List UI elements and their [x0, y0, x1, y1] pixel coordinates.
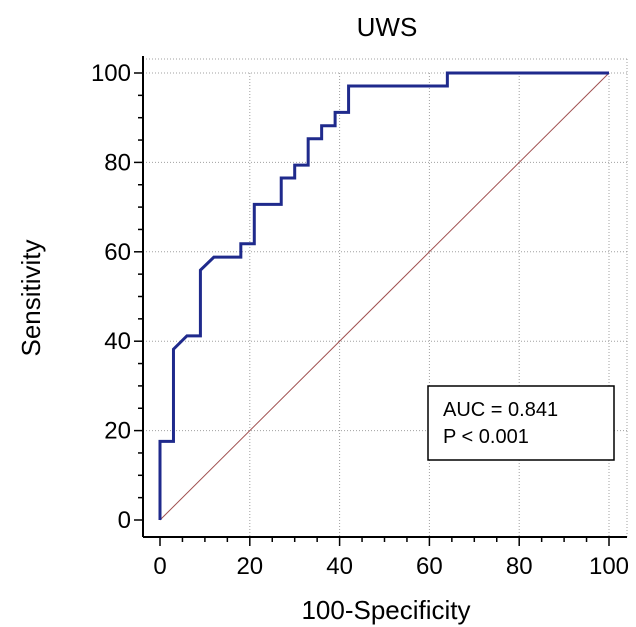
x-tick-label: 80 [506, 553, 533, 580]
p-value-label: P < 0.001 [443, 426, 529, 448]
y-axis-label: Sensitivity [16, 239, 46, 356]
x-tick-label: 100 [589, 553, 629, 580]
y-axis: 0 20 40 60 80 100 [91, 56, 144, 537]
y-tick-label: 40 [104, 328, 131, 355]
x-axis: 0 20 40 60 80 100 [143, 536, 629, 580]
x-tick-label: 0 [153, 553, 166, 580]
plot-area [158, 71, 610, 521]
chart-title: UWS [357, 12, 418, 42]
y-tick-label: 60 [104, 239, 131, 266]
grid [143, 58, 628, 537]
y-tick-label: 100 [91, 60, 131, 87]
roc-curve-line [158, 71, 609, 520]
y-tick-label: 20 [104, 418, 131, 445]
legend-frame [427, 385, 615, 461]
reference-diagonal-line [159, 72, 610, 521]
legend-box: AUC = 0.841 P < 0.001 [427, 385, 615, 461]
y-tick-label: 0 [118, 507, 131, 534]
x-tick-label: 60 [416, 553, 443, 580]
x-axis-label: 100-Specificity [301, 595, 470, 625]
auc-label: AUC = 0.841 [443, 399, 558, 421]
y-tick-label: 80 [104, 149, 131, 176]
x-tick-label: 40 [326, 553, 353, 580]
x-tick-label: 20 [236, 553, 263, 580]
